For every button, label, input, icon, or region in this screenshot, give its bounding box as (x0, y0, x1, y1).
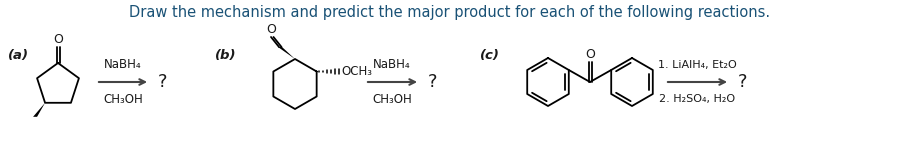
Polygon shape (33, 103, 45, 117)
Text: (c): (c) (480, 49, 500, 62)
Text: ?: ? (738, 73, 748, 91)
Text: OCH₃: OCH₃ (342, 65, 373, 78)
Text: ?: ? (428, 73, 437, 91)
Text: 2. H₂SO₄, H₂O: 2. H₂SO₄, H₂O (659, 94, 735, 104)
Text: O: O (585, 48, 595, 61)
Text: NaBH₄: NaBH₄ (373, 58, 411, 71)
Text: (a): (a) (8, 49, 29, 62)
Text: Draw the mechanism and predict the major product for each of the following react: Draw the mechanism and predict the major… (129, 5, 770, 20)
Text: ?: ? (158, 73, 167, 91)
Text: 1. LiAlH₄, Et₂O: 1. LiAlH₄, Et₂O (658, 60, 737, 70)
Text: (b): (b) (215, 49, 236, 62)
Text: NaBH₄: NaBH₄ (104, 58, 142, 71)
Text: CH₃OH: CH₃OH (103, 93, 143, 106)
Text: O: O (53, 33, 63, 46)
Text: CH₃OH: CH₃OH (372, 93, 412, 106)
Text: O: O (266, 23, 276, 36)
Polygon shape (278, 47, 295, 59)
